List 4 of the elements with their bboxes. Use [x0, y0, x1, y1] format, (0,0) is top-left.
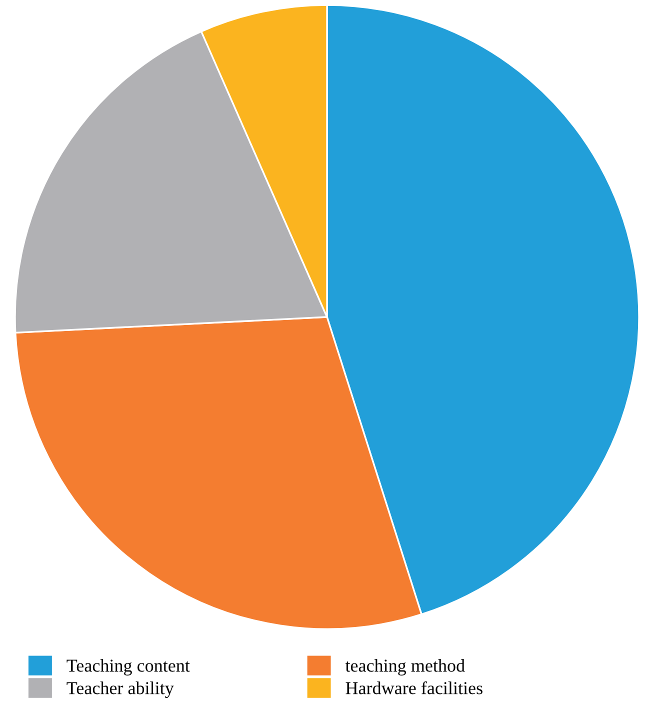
legend-label: teaching method — [345, 659, 465, 676]
legend-label: Hardware facilities — [346, 681, 482, 694]
legend-label: Teaching content — [66, 659, 190, 676]
legend-label: Teacher ability — [66, 682, 174, 698]
